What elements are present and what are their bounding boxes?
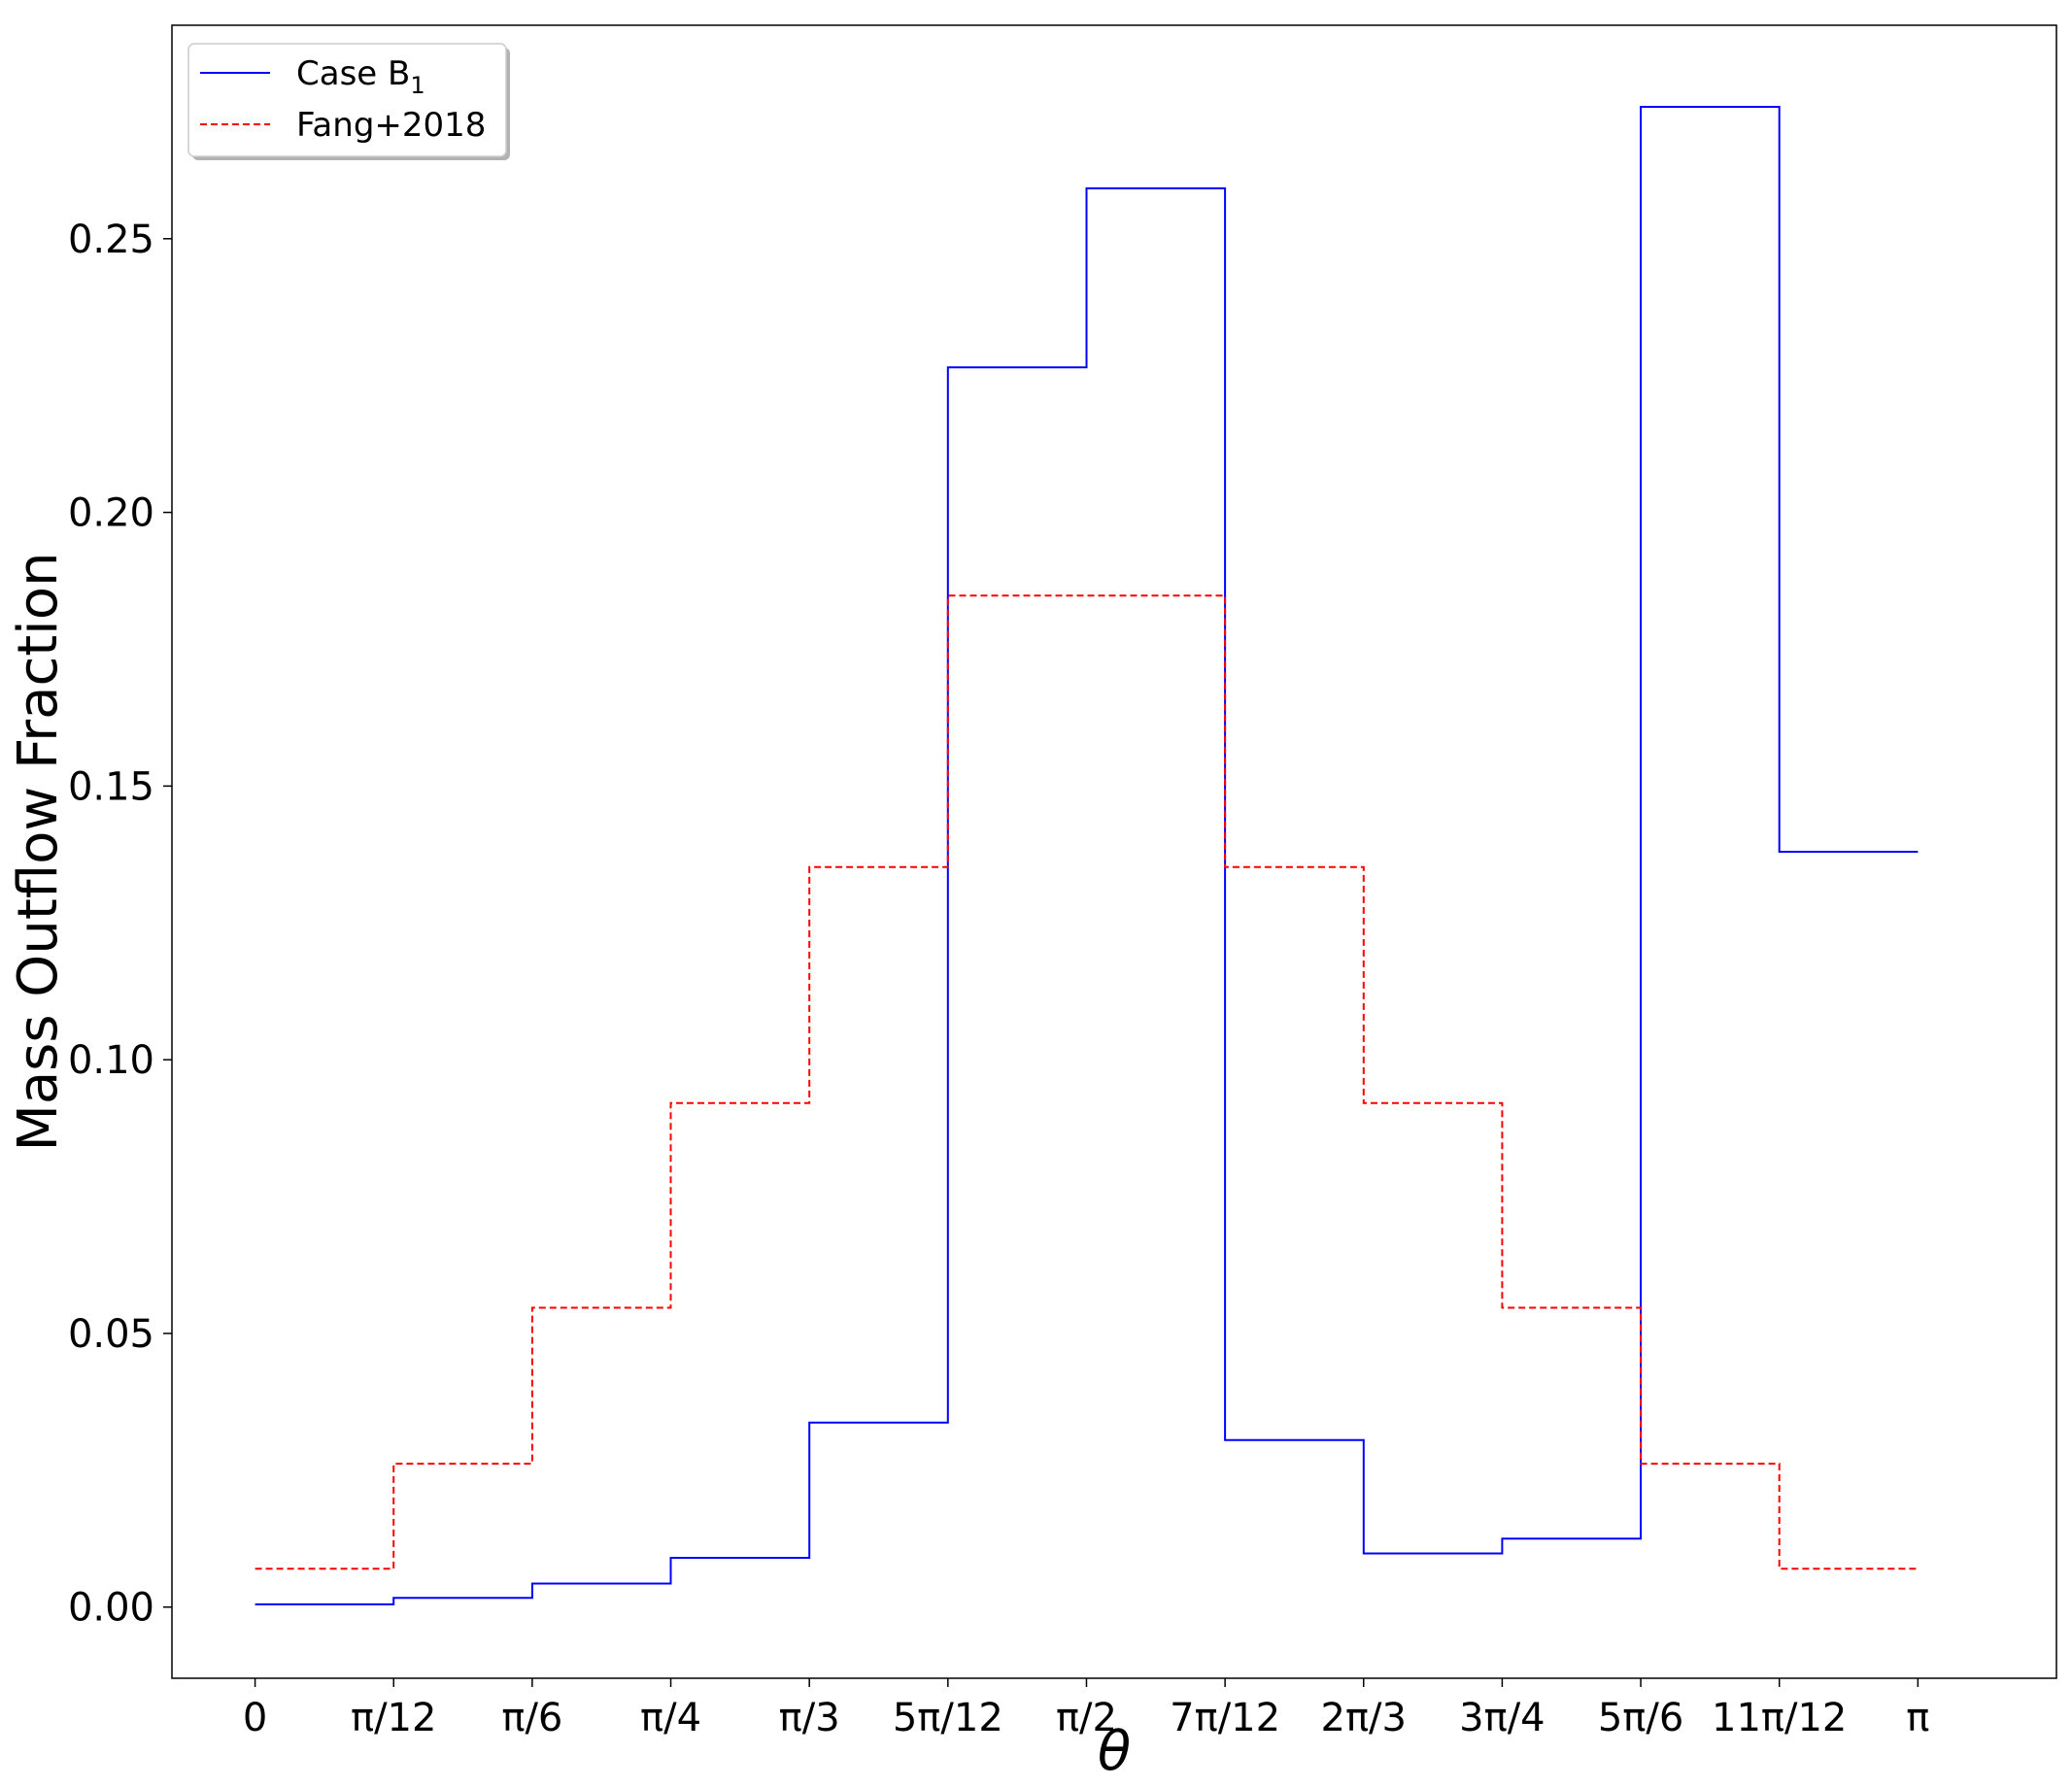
x-axis-title: θ <box>1098 1720 1131 1783</box>
legend-label-case-b1: Case B1 <box>296 54 425 99</box>
y-tick-label: 0.15 <box>68 764 154 809</box>
legend-label-case-b1-name: Case B <box>296 54 410 93</box>
legend-label-case-b1-subscript: 1 <box>410 72 425 99</box>
y-tick-label: 0.20 <box>68 491 154 536</box>
x-tick-label: 0 <box>243 1696 267 1740</box>
x-tick-label: π/3 <box>779 1696 840 1740</box>
legend-label-fang2018: Fang+2018 <box>296 106 486 145</box>
y-tick-label: 0.00 <box>68 1586 154 1631</box>
y-axis-title: Mass Outflow Fraction <box>7 553 70 1152</box>
legend: Case B1 Fang+2018 <box>187 43 510 160</box>
x-tick-label: 2π/3 <box>1321 1696 1407 1740</box>
series-line-fang2018 <box>255 594 1919 1570</box>
y-tick-label: 0.10 <box>68 1038 154 1083</box>
x-tick-label: 7π/12 <box>1170 1696 1280 1740</box>
x-tick-label: 5π/6 <box>1598 1696 1683 1740</box>
x-tick-label: 11π/12 <box>1712 1696 1847 1740</box>
x-tick-label: π <box>1906 1696 1929 1740</box>
y-tick-label: 0.25 <box>68 218 154 262</box>
series-line-case-b1 <box>255 106 1919 1605</box>
x-tick-label: π/4 <box>640 1696 701 1740</box>
plot-frame <box>171 24 2057 1679</box>
y-tick-label: 0.05 <box>68 1312 154 1357</box>
x-tick-label: π/12 <box>351 1696 436 1740</box>
x-tick-label: π/6 <box>501 1696 562 1740</box>
series-layer <box>255 106 1919 1605</box>
x-axis-ticks: 0 π/12 π/6 π/4 π/3 5π/12 π/2 7π/12 2π/3 3π/4 5π/6 1… <box>243 1678 1929 1740</box>
y-axis-ticks: 0.00 0.05 0.10 0.15 0.20 0.25 <box>68 218 172 1631</box>
x-tick-label: π/2 <box>1056 1696 1117 1740</box>
x-tick-label: 3π/4 <box>1459 1696 1545 1740</box>
x-tick-label: 5π/12 <box>893 1696 1003 1740</box>
